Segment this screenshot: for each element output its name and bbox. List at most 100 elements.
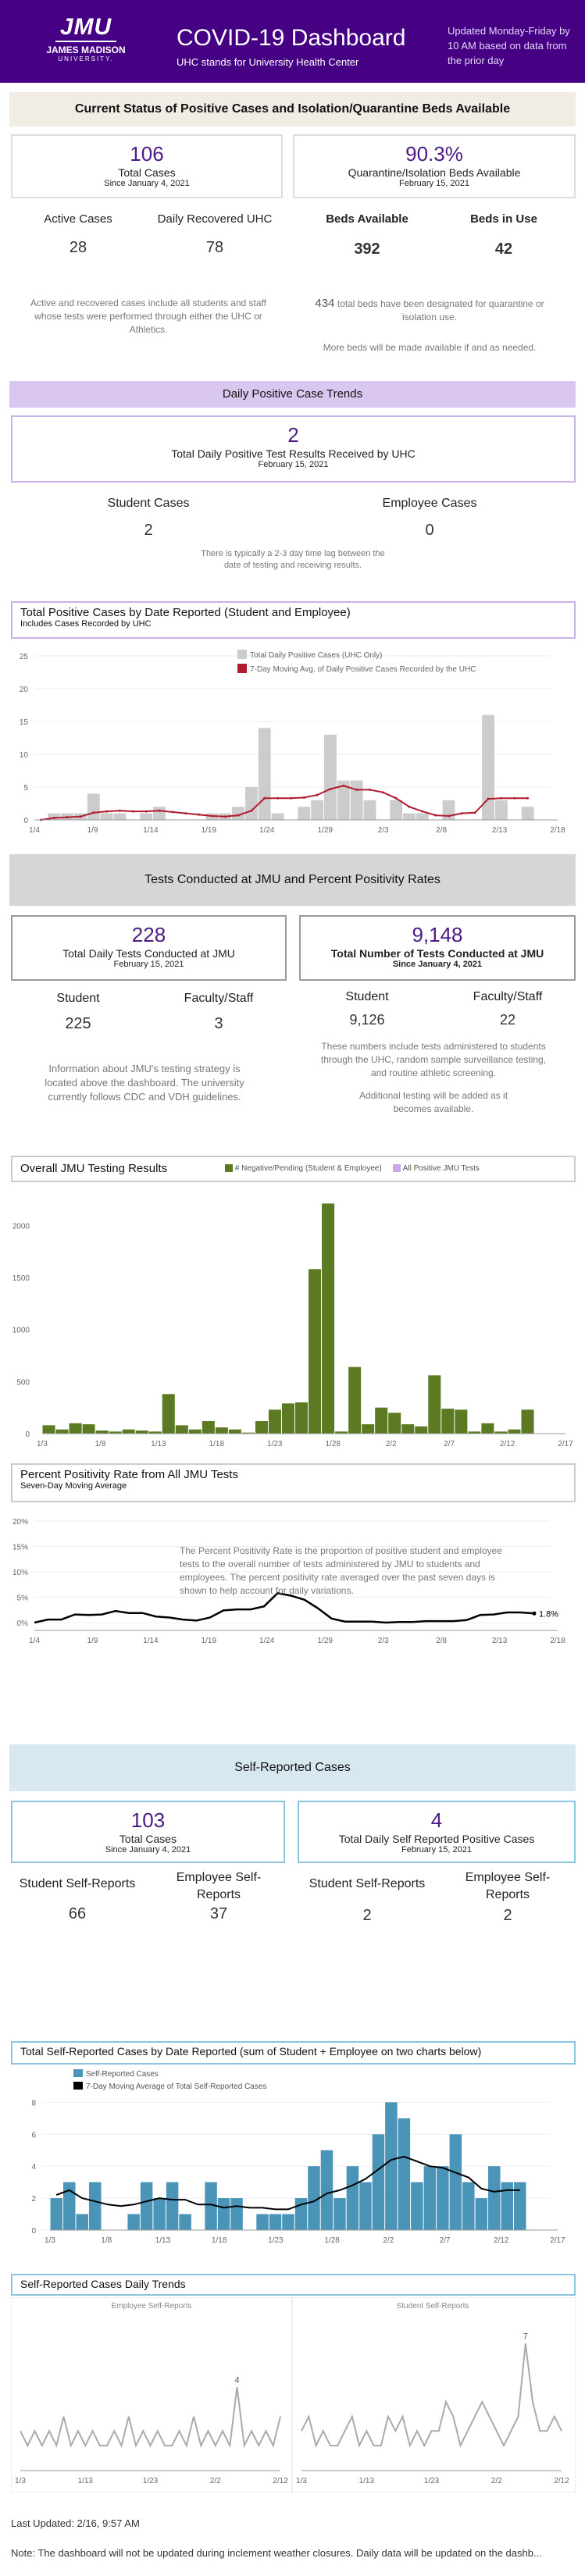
footer-note: Note: The dashboard will not be updated … — [11, 2547, 542, 2559]
self-x-tick: 1/8 — [101, 2236, 112, 2245]
pos-bar — [350, 780, 363, 820]
tests-student-label: Student — [56, 992, 100, 1005]
self-bar — [385, 2102, 398, 2230]
positivity-x-tick: 2/3 — [378, 1637, 389, 1645]
recovered-value: 78 — [205, 239, 224, 256]
pos-bar — [153, 807, 166, 820]
trends-axes: 1/3 1/13 1/23 2/2 2/12 1/3 1/13 1/23 2/2 2/12 4 7 — [15, 2332, 569, 2485]
pos-x-tick: 1/19 — [202, 826, 217, 835]
tests-note-right: These numbers include tests administered… — [320, 1041, 547, 1078]
testing-bar — [322, 1203, 335, 1434]
testing-y-tick: 1000 — [12, 1327, 30, 1335]
testing-chart-title-box: Overall JMU Testing Results — [11, 1156, 576, 1182]
testing-bar — [255, 1421, 268, 1434]
header-subtitle: UHC stands for University Health Center — [177, 56, 359, 68]
positivity-last-label: 1.8% — [539, 1609, 558, 1619]
testing-x-tick: 1/28 — [325, 1440, 341, 1448]
self-bar — [50, 2198, 62, 2230]
beds-available-value: 392 — [354, 240, 380, 258]
testing-bar — [388, 1413, 401, 1434]
self-bar — [488, 2166, 501, 2230]
pos-chart-title: Total Positive Cases by Date Reported (S… — [20, 606, 351, 619]
daily-tests-label: Total Daily Tests Conducted at JMU — [62, 947, 235, 960]
positivity-chart: 0% 5% 10% 15% 20% 1/4 1/9 1/14 1/19 1/24 1/29 2/3 2… — [12, 1518, 565, 1645]
self-daily-date: February 15, 2021 — [401, 1845, 472, 1855]
self-x-tick: 2/7 — [440, 2236, 451, 2245]
testing-bar — [109, 1431, 122, 1434]
jmu-logo[interactable]: JMU JAMES MADISON UNIVERSITY. — [31, 14, 141, 69]
positivity-y-tick: 0% — [17, 1619, 29, 1628]
tests-fs-label-total: Faculty/Staff — [473, 990, 543, 1003]
pos-bar — [363, 800, 376, 820]
pos-legend-red-swatch — [237, 664, 247, 673]
positivity-y-tick: 10% — [12, 1569, 28, 1577]
testing-bar — [441, 1409, 455, 1434]
employee-cases-value: 0 — [425, 522, 434, 539]
testing-x-tick: 1/18 — [209, 1440, 225, 1448]
positivity-axes: 1/4 1/9 1/14 1/19 1/24 1/29 2/3 2/8 2/13 2/18 1.8% — [29, 1609, 565, 1645]
trends-employee-x-tick: 1/3 — [15, 2477, 26, 2485]
pos-chart-subtitle: Includes Cases Recorded by UHC — [20, 619, 152, 629]
daily-tests-card: 228 Total Daily Tests Conducted at JMU F… — [11, 915, 287, 981]
self-x-tick: 2/17 — [550, 2236, 565, 2245]
self-bar — [166, 2182, 179, 2230]
self-legend-cases: Self-Reported Cases — [86, 2070, 159, 2079]
self-bar — [88, 2182, 102, 2230]
total-tests-value: 9,148 — [412, 923, 463, 946]
beds-pct-label: Quarantine/Isolation Beds Available — [348, 166, 521, 179]
testing-bar — [401, 1424, 415, 1434]
testing-bar — [508, 1429, 521, 1434]
pos-bar — [403, 813, 416, 820]
status-note-more-beds: More beds will be made available if and … — [323, 342, 537, 353]
tests-fs-total: 22 — [499, 1012, 516, 1028]
pos-bar — [48, 813, 61, 820]
trends-student-x-tick: 1/23 — [424, 2477, 440, 2485]
self-x-tick: 1/18 — [212, 2236, 227, 2245]
positivity-title-box: Percent Positivity Rate from All JMU Tes… — [11, 1463, 576, 1502]
self-bar — [230, 2198, 243, 2230]
active-cases-value: 28 — [69, 239, 87, 256]
trends-title: Self-Reported Cases Daily Trends — [20, 2278, 186, 2290]
pos-chart-axes: 1/4 1/9 1/14 1/19 1/24 1/29 2/3 2/8 2/13 2/18 — [29, 819, 565, 835]
self-moving-average-line — [55, 2155, 520, 2211]
pos-x-tick: 1/4 — [29, 826, 40, 835]
self-bar — [320, 2150, 334, 2230]
daily-tests-date: February 15, 2021 — [113, 960, 184, 969]
testing-bar — [42, 1425, 55, 1434]
tests-note-left: Information about JMU's testing strategy… — [45, 1063, 244, 1103]
testing-bar — [135, 1431, 148, 1434]
daily-band: Daily Positive Case Trends — [9, 381, 576, 408]
pos-bar — [113, 813, 127, 820]
testing-bar — [494, 1431, 508, 1434]
tests-fs-label: Faculty/Staff — [184, 992, 254, 1005]
positivity-x-tick: 1/4 — [29, 1637, 40, 1645]
pos-bar — [87, 793, 100, 820]
trends-student-peak-label: 7 — [523, 2332, 528, 2341]
testing-x-tick: 1/3 — [37, 1440, 48, 1448]
positivity-note: The Percent Positivity Rate is the propo… — [180, 1545, 502, 1596]
self-y-tick: 6 — [31, 2131, 36, 2140]
positivity-y-tick: 20% — [12, 1518, 28, 1527]
testing-bar — [309, 1269, 322, 1434]
pos-x-tick: 1/14 — [143, 826, 159, 835]
total-cases-value: 106 — [130, 142, 164, 166]
testing-bar — [521, 1409, 534, 1434]
self-chart-title-box: Total Self-Reported Cases by Date Report… — [11, 2041, 576, 2065]
self-employee-label-daily: Employee Self-Reports — [465, 1871, 551, 1901]
trends-chart: Employee Self-Reports Student Self-Repor… — [11, 2297, 576, 2492]
testing-bar — [362, 1424, 375, 1434]
pos-y-tick: 15 — [20, 718, 29, 727]
trends-student-x-tick: 2/12 — [554, 2477, 569, 2485]
positivity-x-tick: 1/29 — [317, 1637, 333, 1645]
status-note-right: 434 total beds have been designated for … — [312, 297, 547, 324]
self-bar — [475, 2198, 488, 2230]
testing-bar — [95, 1431, 109, 1434]
self-student-label: Student Self-Reports — [19, 1877, 136, 1890]
recovered-label: Daily Recovered UHC — [157, 212, 273, 226]
self-daily-card: 4 Total Daily Self Reported Positive Cas… — [298, 1801, 576, 1863]
testing-bar — [468, 1431, 481, 1434]
self-student-label-daily: Student Self-Reports — [309, 1877, 426, 1890]
testing-bar — [428, 1375, 441, 1434]
student-cases-value: 2 — [144, 522, 153, 539]
trends-student-x-tick: 1/3 — [296, 2477, 307, 2485]
